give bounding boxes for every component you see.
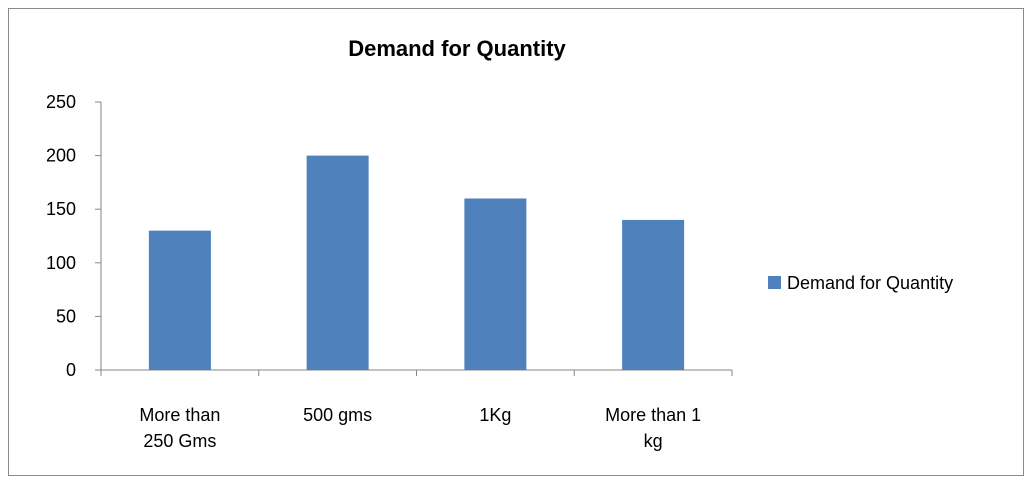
bar (622, 219, 685, 370)
y-tick-label: 150 (46, 199, 76, 219)
y-tick-label: 250 (46, 92, 76, 112)
y-tick-label: 100 (46, 253, 76, 273)
x-tick-label: More than 1 kg (605, 405, 701, 451)
y-tick-label: 50 (56, 306, 76, 326)
legend: Demand for Quantity (768, 273, 953, 293)
legend-swatch (768, 276, 781, 289)
x-tick-label: 500 gms (303, 405, 372, 425)
bar (148, 230, 211, 370)
plot-area: 0 50 100 150 200 250 More than 250 Gms 500 gms 1K… (46, 92, 733, 451)
legend-label: Demand for Quantity (787, 273, 953, 293)
x-tick-label: 1Kg (479, 405, 511, 425)
y-tick-label: 0 (66, 360, 76, 380)
y-tick-label: 200 (46, 146, 76, 166)
x-tick-label: More than 250 Gms (139, 405, 220, 451)
chart-title: Demand for Quantity (348, 36, 566, 61)
bar (464, 198, 527, 370)
bar (306, 155, 369, 370)
